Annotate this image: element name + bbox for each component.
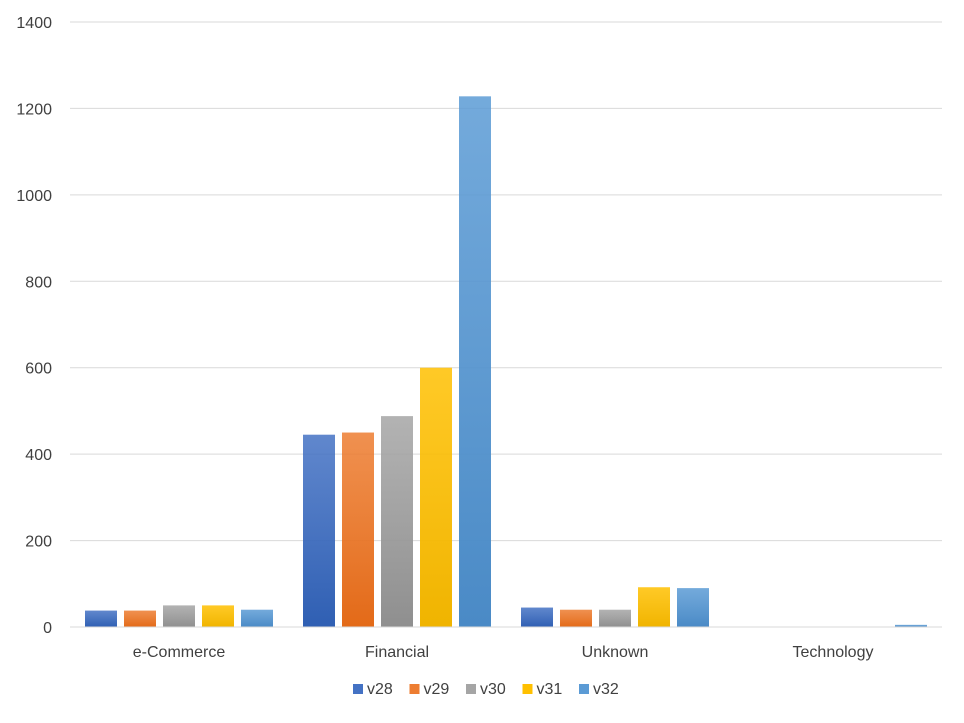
legend-label: v30 — [480, 681, 506, 698]
legend-swatch — [579, 684, 589, 694]
legend-item-v31: v31 — [522, 681, 563, 698]
x-category-label: e-Commerce — [133, 644, 226, 661]
legend-item-v32: v32 — [579, 681, 619, 698]
legend-item-v28: v28 — [353, 681, 393, 698]
legend-swatch — [353, 684, 363, 694]
legend-swatch — [466, 684, 476, 694]
x-category-label: Technology — [793, 644, 874, 661]
bar-v32-e-commerce — [241, 609, 273, 627]
bar-v30-unknown — [599, 609, 631, 627]
bar-v30-financial — [381, 416, 413, 627]
y-axis-ticks: 0 200 400 600 800 1000 1200 1400 — [16, 15, 52, 637]
legend-swatch — [409, 684, 420, 694]
bar-v31-financial — [420, 367, 452, 627]
y-tick-label: 800 — [25, 274, 52, 291]
y-tick-label: 200 — [25, 534, 52, 551]
legend-item-v29: v29 — [409, 681, 450, 698]
bar-v32-technology — [895, 624, 927, 627]
legend-label: v31 — [537, 681, 563, 698]
legend-swatch — [522, 684, 533, 694]
x-category-label: Unknown — [582, 644, 649, 661]
bar-v29-financial — [342, 432, 374, 627]
legend-label: v29 — [424, 681, 450, 698]
bar-v31-unknown — [638, 587, 670, 627]
x-axis-categories: e-Commerce Financial Unknown Technology — [133, 644, 874, 661]
legend: v28 v29 v30 v31 v32 — [353, 681, 619, 698]
bar-v32-unknown — [677, 588, 709, 627]
bar-v32-financial — [459, 96, 491, 628]
legend-item-v30: v30 — [466, 681, 506, 698]
y-tick-label: 400 — [25, 447, 52, 464]
legend-label: v28 — [367, 681, 393, 698]
y-tick-label: 1000 — [16, 188, 52, 205]
y-tick-label: 1400 — [16, 15, 52, 32]
x-category-label: Financial — [365, 644, 429, 661]
bar-v29-unknown — [560, 609, 592, 627]
bars — [85, 96, 927, 628]
bar-v29-e-commerce — [124, 610, 156, 627]
y-tick-label: 0 — [43, 620, 52, 637]
y-tick-label: 600 — [25, 361, 52, 378]
bar-v30-e-commerce — [163, 605, 195, 627]
y-tick-label: 1200 — [16, 101, 52, 118]
bar-v28-financial — [303, 434, 335, 627]
bar-v28-unknown — [521, 607, 553, 627]
legend-label: v32 — [593, 681, 619, 698]
bar-v28-e-commerce — [85, 610, 117, 627]
bar-v31-e-commerce — [202, 605, 234, 627]
gridlines — [70, 21, 942, 542]
